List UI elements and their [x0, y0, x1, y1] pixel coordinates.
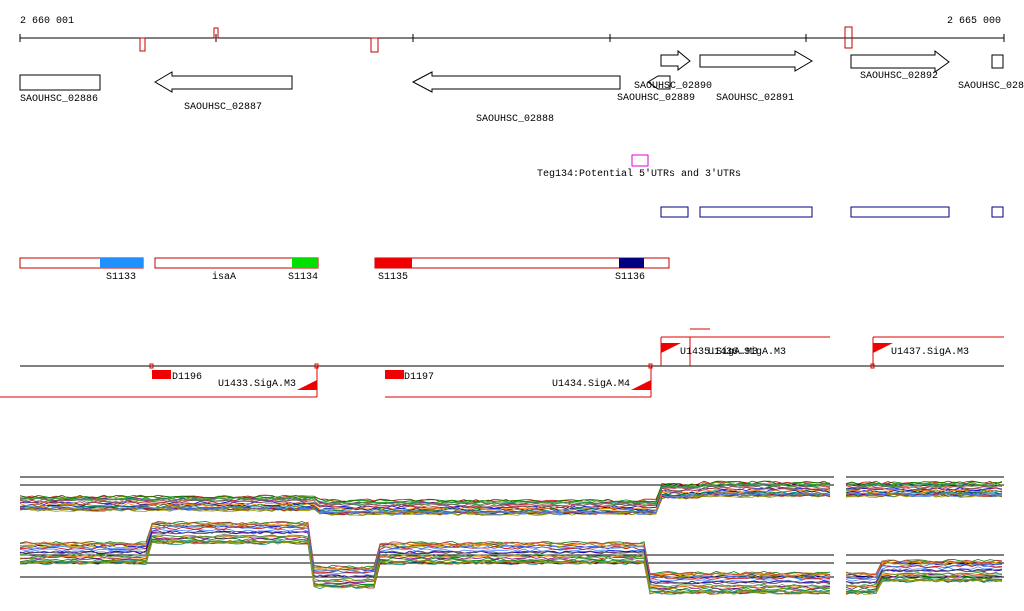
- gene-label: SAOUHSC_02888: [476, 114, 554, 125]
- trace: [845, 563, 1003, 579]
- annotation-box: [631, 154, 649, 167]
- genes: [19, 49, 1004, 93]
- promoter-label: U1433.SigA.M3: [218, 378, 296, 390]
- trace: [845, 492, 1003, 497]
- segment-label: S1134: [288, 272, 318, 283]
- trace: [845, 488, 1003, 493]
- trace: [845, 568, 1003, 584]
- gene-label: SAOUHSC_02891: [716, 93, 794, 104]
- trace: [19, 483, 830, 506]
- promoter-label: D1196: [172, 372, 202, 383]
- promoter-label: D1197: [404, 372, 434, 383]
- trace: [19, 535, 831, 589]
- promoter-track: [0, 328, 1004, 398]
- trace: [19, 541, 831, 595]
- segment-label: isaA: [212, 271, 236, 283]
- trace: [845, 571, 1003, 588]
- trace: [19, 480, 831, 503]
- trace: [20, 541, 831, 595]
- promoter-label: U1437.SigA.M3: [891, 346, 969, 358]
- annotation-label: Teg134:Potential 5'UTRs and 3'UTRs: [537, 168, 741, 180]
- trace: [19, 521, 831, 576]
- segment-label: S1135: [378, 272, 408, 283]
- trace: [845, 559, 1003, 576]
- trace: [19, 522, 831, 577]
- trace: [845, 483, 1003, 488]
- trace: [845, 564, 1003, 580]
- trace: [19, 489, 831, 511]
- trace: [845, 566, 1003, 582]
- gene-label: SAOUHSC_02886: [20, 94, 98, 105]
- gene-label: SAOUHSC_02889: [617, 93, 695, 104]
- segment-label: S1136: [615, 272, 645, 283]
- trace: [19, 528, 831, 583]
- repeat-marks: [139, 26, 853, 53]
- ruler-end: 2 665 000: [947, 16, 1001, 27]
- gene-label: SAOUHSC_02887: [184, 102, 262, 113]
- ruler-start: 2 660 001: [20, 16, 74, 27]
- cds-boxes: [660, 206, 1004, 218]
- trace: [845, 486, 1003, 491]
- trace: [20, 534, 831, 588]
- ruler: [19, 34, 1005, 42]
- gene-label: SAOUHSC_02890: [634, 81, 712, 92]
- trace: [20, 534, 831, 588]
- trace: [845, 480, 1003, 485]
- trace: [845, 578, 1003, 595]
- trace: [19, 522, 831, 577]
- segment-label: S1133: [106, 272, 136, 283]
- trace: [19, 537, 831, 592]
- trace: [845, 577, 1003, 594]
- trace: [19, 492, 831, 515]
- trace: [19, 524, 831, 578]
- trace: [19, 486, 831, 509]
- trace: [20, 539, 831, 594]
- promoter-label: U1434.SigA.M4: [552, 378, 630, 390]
- trace: [19, 536, 831, 590]
- promoter-label: U1435.SigA.M3: [680, 346, 758, 358]
- trace: [19, 530, 831, 585]
- gene-label: SAOUHSC_02892: [860, 71, 938, 82]
- trace: [19, 525, 831, 580]
- trace: [19, 539, 831, 594]
- promoter-label: U1436.SigA.M3: [708, 346, 786, 358]
- trace: [19, 539, 831, 594]
- expression-panels: [19, 476, 1004, 595]
- segments: [19, 257, 670, 269]
- trace: [845, 575, 1003, 591]
- trace: [845, 572, 1002, 588]
- gene-label: SAOUHSC_028: [958, 81, 1024, 92]
- trace: [845, 485, 1003, 490]
- trace: [19, 530, 831, 585]
- trace: [845, 492, 1003, 497]
